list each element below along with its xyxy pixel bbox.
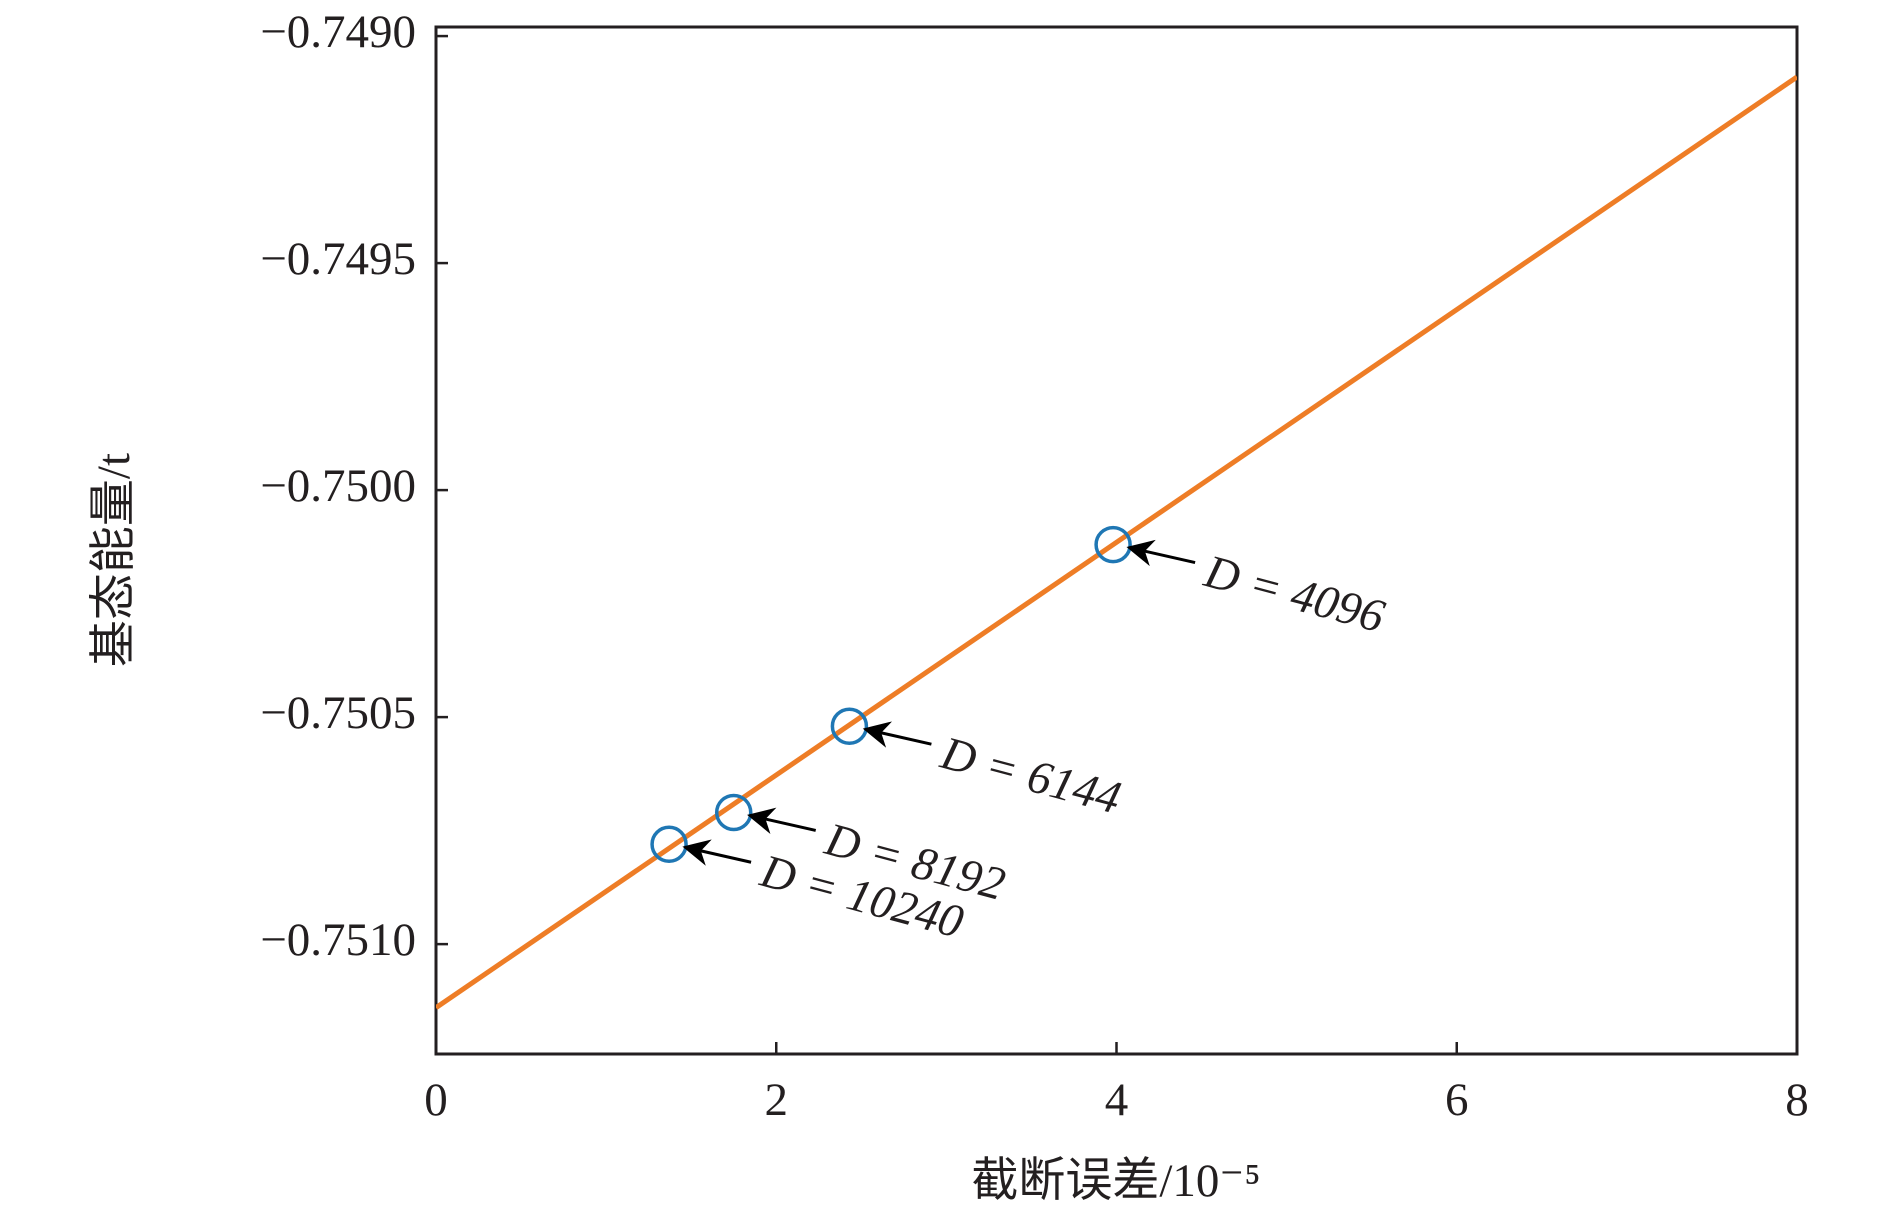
point-label: D = 4096: [1198, 545, 1390, 643]
x-tick-label: 6: [1445, 1074, 1469, 1126]
point-label: D = 6144: [935, 727, 1126, 825]
y-tick-label: −0.7510: [260, 914, 416, 966]
x-tick-label: 2: [765, 1074, 789, 1126]
y-tick-label: −0.7500: [260, 460, 416, 512]
x-tick-label: 0: [424, 1074, 448, 1126]
fit-line: [436, 74, 1797, 1010]
annotation-arrow: [747, 807, 817, 835]
annotation-arrow: [862, 721, 932, 748]
data-point: [650, 825, 688, 863]
annotation-arrow: [682, 839, 752, 866]
plot-area: [436, 74, 1797, 1010]
y-axis-label: 基态能量/t: [88, 453, 140, 667]
x-axis-label: 截断误差/10⁻⁵: [971, 1155, 1260, 1207]
y-tick-label: −0.7490: [260, 6, 416, 58]
y-tick-label: −0.7505: [260, 687, 416, 739]
annotation-arrow: [1126, 539, 1196, 567]
x-tick-label: 8: [1785, 1074, 1809, 1126]
y-tick-label: −0.7495: [260, 233, 416, 285]
x-tick-label: 4: [1105, 1074, 1129, 1126]
